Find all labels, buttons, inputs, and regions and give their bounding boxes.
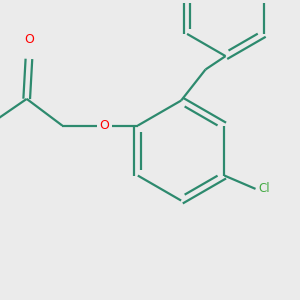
Text: O: O [100, 119, 110, 132]
Text: Cl: Cl [259, 182, 271, 195]
Text: O: O [24, 33, 34, 46]
